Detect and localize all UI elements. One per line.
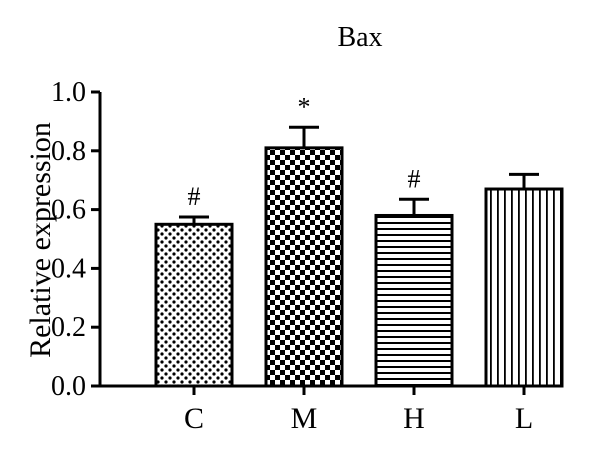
y-tick-label: 1.0 xyxy=(51,77,86,108)
significance-marker: * xyxy=(298,92,311,121)
y-tick-label: 0.0 xyxy=(51,371,86,402)
significance-marker: # xyxy=(188,182,201,211)
significance-marker: # xyxy=(408,164,421,193)
bar-H xyxy=(374,213,454,388)
bar-L xyxy=(484,187,564,388)
bar-M xyxy=(264,146,344,388)
x-tick-label: H xyxy=(403,402,425,435)
chart-title: Bax xyxy=(337,22,382,53)
y-axis-label: Relative expression xyxy=(24,122,57,358)
x-tick-label: M xyxy=(291,402,318,435)
bars-group: # * # xyxy=(154,92,564,388)
x-tick-label: L xyxy=(515,402,533,435)
bar-C xyxy=(154,222,234,388)
y-tick-label: 0.6 xyxy=(51,195,86,226)
y-tick-label: 0.4 xyxy=(51,253,86,284)
y-tick-label: 0.8 xyxy=(51,136,86,167)
y-tick-label: 0.2 xyxy=(51,312,86,343)
x-tick-label: C xyxy=(184,402,204,435)
